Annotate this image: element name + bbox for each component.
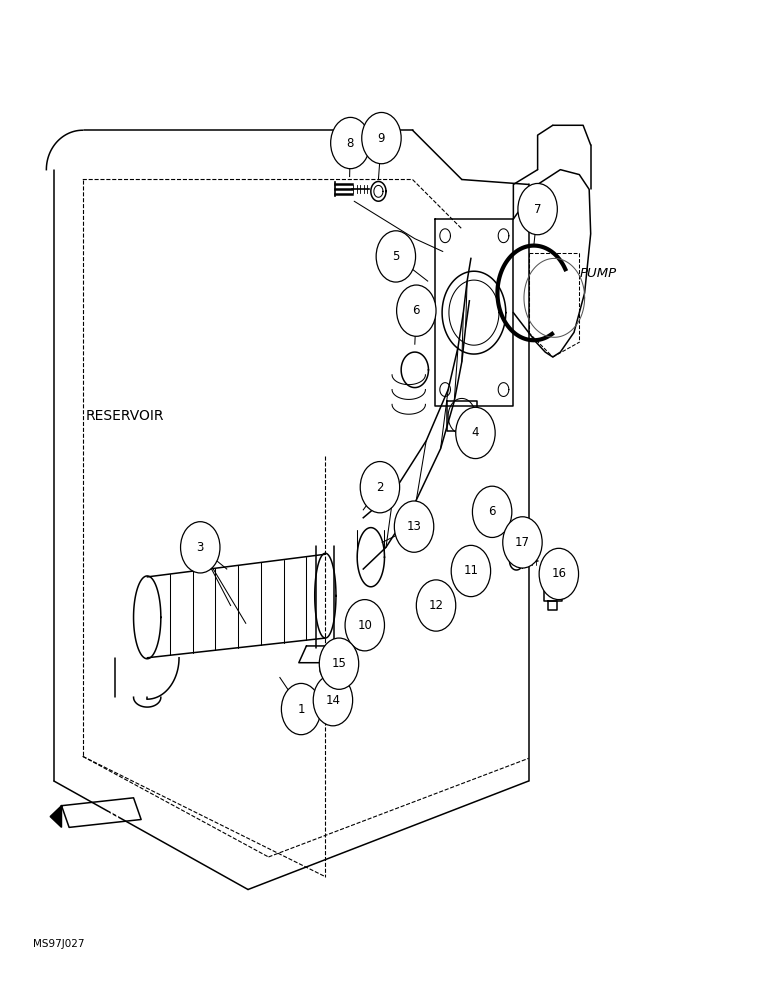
Circle shape (416, 580, 455, 631)
Text: 7: 7 (534, 203, 541, 216)
Text: RESERVOIR: RESERVOIR (85, 409, 164, 423)
Circle shape (345, 600, 384, 651)
Circle shape (451, 545, 491, 597)
Text: 14: 14 (326, 694, 340, 707)
Text: 12: 12 (428, 599, 444, 612)
Circle shape (330, 117, 370, 169)
Text: 16: 16 (551, 567, 567, 580)
Text: MS97J027: MS97J027 (32, 939, 84, 949)
Text: 9: 9 (378, 132, 385, 145)
Text: 6: 6 (412, 304, 420, 317)
Circle shape (397, 285, 436, 336)
Text: 5: 5 (392, 250, 400, 263)
Text: FRONT: FRONT (81, 812, 121, 822)
Circle shape (320, 638, 359, 689)
Text: 17: 17 (515, 536, 530, 549)
Text: 15: 15 (331, 657, 347, 670)
Text: 10: 10 (357, 619, 372, 632)
Circle shape (472, 486, 512, 537)
Circle shape (361, 462, 400, 513)
Circle shape (394, 501, 434, 552)
Circle shape (181, 522, 220, 573)
Polygon shape (50, 806, 62, 827)
Circle shape (539, 548, 578, 600)
Circle shape (281, 683, 321, 735)
Circle shape (313, 675, 353, 726)
Circle shape (455, 407, 495, 459)
Text: 3: 3 (197, 541, 204, 554)
Text: 4: 4 (472, 426, 479, 439)
Circle shape (503, 517, 542, 568)
Text: 8: 8 (347, 137, 354, 150)
Text: 2: 2 (376, 481, 384, 494)
Circle shape (518, 183, 557, 235)
Text: PUMP: PUMP (579, 267, 617, 280)
Text: 13: 13 (407, 520, 422, 533)
Circle shape (362, 112, 401, 164)
Text: 11: 11 (463, 564, 479, 578)
Text: 6: 6 (489, 505, 496, 518)
Text: 1: 1 (297, 703, 305, 716)
Circle shape (376, 231, 415, 282)
